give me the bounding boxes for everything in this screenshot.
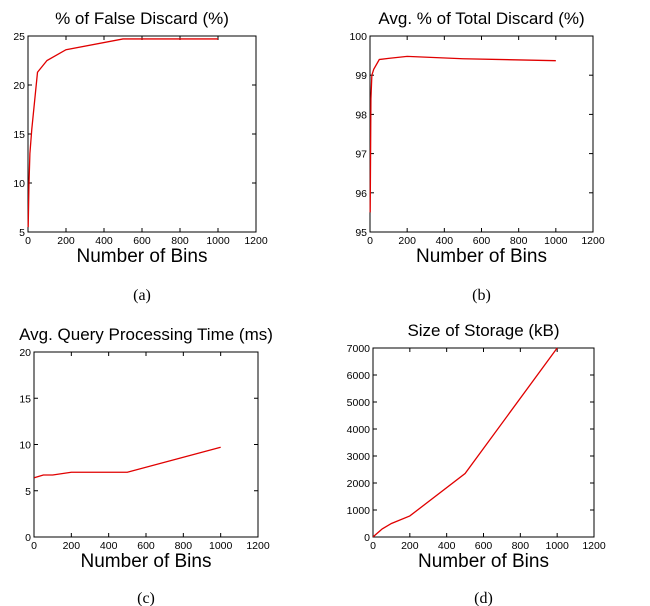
y-tick-label: 97 bbox=[355, 149, 367, 161]
x-tick-label: 600 bbox=[473, 235, 491, 247]
chart-title: Avg. % of Total Discard (%) bbox=[378, 9, 584, 28]
x-tick-label: 800 bbox=[175, 540, 193, 552]
x-tick-label: 400 bbox=[436, 235, 454, 247]
y-tick-label: 3000 bbox=[347, 451, 371, 463]
x-axis-label: Number of Bins bbox=[77, 246, 208, 267]
x-tick-label: 400 bbox=[100, 540, 118, 552]
y-tick-label: 0 bbox=[25, 532, 31, 544]
y-tick-label: 7000 bbox=[347, 343, 371, 355]
y-tick-label: 10 bbox=[13, 178, 25, 190]
y-tick-label: 100 bbox=[349, 31, 367, 43]
x-axis-label: Number of Bins bbox=[81, 551, 212, 572]
x-tick-label: 0 bbox=[31, 540, 37, 552]
plot-area-frame bbox=[369, 35, 594, 233]
y-tick-label: 96 bbox=[355, 188, 367, 200]
figure-caption: (c) bbox=[137, 590, 155, 606]
y-tick-label: 1000 bbox=[347, 505, 371, 517]
x-tick-label: 0 bbox=[370, 540, 376, 552]
y-tick-label: 10 bbox=[19, 440, 31, 452]
x-tick-label: 1000 bbox=[206, 235, 230, 247]
y-tick-label: 0 bbox=[364, 532, 370, 544]
x-tick-label: 0 bbox=[367, 235, 373, 247]
series-line-1 bbox=[34, 446, 221, 479]
figure-caption: (a) bbox=[133, 287, 151, 304]
y-tick-label: 5 bbox=[19, 227, 25, 239]
y-tick-label: 15 bbox=[13, 129, 25, 141]
x-tick-label: 1200 bbox=[581, 235, 605, 247]
x-tick-label: 1200 bbox=[582, 540, 606, 552]
chart-title: % of False Discard (%) bbox=[55, 9, 229, 28]
x-tick-label: 400 bbox=[95, 235, 113, 247]
x-tick-label: 600 bbox=[475, 540, 493, 552]
chart-panel-1: % of False Discard (%) 0 200 400 600 800 1000 1… bbox=[13, 9, 268, 304]
x-tick-label: 800 bbox=[512, 540, 530, 552]
figure-caption: (b) bbox=[472, 287, 491, 304]
x-tick-label: 1000 bbox=[545, 540, 569, 552]
chart-title: Avg. Query Processing Time (ms) bbox=[19, 325, 273, 344]
x-axis-label: Number of Bins bbox=[418, 551, 549, 572]
series-line-1 bbox=[372, 347, 558, 538]
x-tick-label: 1200 bbox=[244, 235, 268, 247]
chart-title: Size of Storage (kB) bbox=[407, 321, 559, 340]
x-tick-label: 0 bbox=[25, 235, 31, 247]
x-axis-label: Number of Bins bbox=[416, 246, 547, 267]
x-tick-label: 600 bbox=[137, 540, 155, 552]
y-tick-label: 5 bbox=[25, 486, 31, 498]
y-tick-label: 2000 bbox=[347, 478, 371, 490]
plot-area-frame bbox=[372, 347, 595, 538]
x-tick-label: 200 bbox=[57, 235, 75, 247]
x-tick-label: 800 bbox=[510, 235, 528, 247]
y-tick-label: 99 bbox=[355, 70, 367, 82]
y-tick-label: 4000 bbox=[347, 424, 371, 436]
y-tick-label: 5000 bbox=[347, 397, 371, 409]
series-line-1 bbox=[27, 38, 218, 228]
y-tick-label: 95 bbox=[355, 227, 367, 239]
chart-panel-4: Size of Storage (kB) 0 200 400 600 800 1000 120… bbox=[347, 321, 606, 606]
x-tick-label: 200 bbox=[398, 235, 416, 247]
y-tick-label: 20 bbox=[19, 347, 31, 359]
x-tick-label: 1000 bbox=[209, 540, 233, 552]
y-tick-label: 15 bbox=[19, 393, 31, 405]
y-tick-label: 98 bbox=[355, 109, 367, 121]
x-tick-label: 600 bbox=[133, 235, 151, 247]
plot-area-frame bbox=[27, 35, 257, 233]
chart-panel-3: Avg. Query Processing Time (ms)0 200 400 60… bbox=[19, 325, 273, 606]
series-line-1 bbox=[369, 55, 556, 213]
x-tick-label: 200 bbox=[63, 540, 81, 552]
y-tick-label: 25 bbox=[13, 31, 25, 43]
x-tick-label: 400 bbox=[438, 540, 456, 552]
x-tick-label: 200 bbox=[401, 540, 419, 552]
x-tick-label: 800 bbox=[171, 235, 189, 247]
figure-caption: (d) bbox=[474, 590, 493, 606]
y-tick-label: 6000 bbox=[347, 370, 371, 382]
chart-panel-2: Avg. % of Total Discard (%) 0 200 400 600 800… bbox=[349, 9, 604, 304]
x-tick-label: 1200 bbox=[246, 540, 270, 552]
plot-area-frame bbox=[33, 351, 259, 538]
y-tick-label: 20 bbox=[13, 80, 25, 92]
x-tick-label: 1000 bbox=[544, 235, 568, 247]
